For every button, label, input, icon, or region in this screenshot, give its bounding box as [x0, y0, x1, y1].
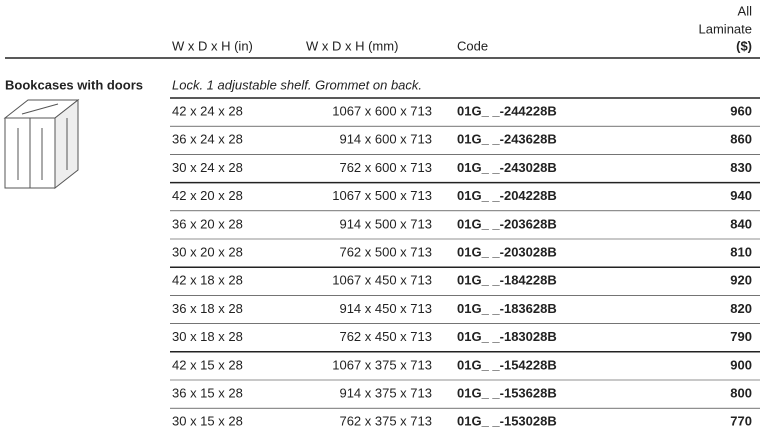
- code: 01G_ _-184228B: [457, 273, 557, 288]
- size-mm: 762 x 500 x 713: [339, 245, 432, 260]
- price-header: All: [738, 3, 753, 18]
- price-header: Laminate: [699, 21, 752, 36]
- size-in: 36 x 24 x 28: [172, 132, 243, 147]
- size-mm: 1067 x 600 x 713: [332, 104, 432, 119]
- section-title: Bookcases with doors: [5, 77, 143, 92]
- code: 01G_ _-153028B: [457, 414, 557, 429]
- size-mm: 914 x 375 x 713: [339, 386, 432, 401]
- size-in: 36 x 20 x 28: [172, 216, 243, 231]
- size-in: 42 x 20 x 28: [172, 188, 243, 203]
- size-in: 36 x 18 x 28: [172, 301, 243, 316]
- price: 830: [730, 160, 752, 175]
- size-in: 30 x 18 x 28: [172, 329, 243, 344]
- size-mm: 914 x 450 x 713: [339, 301, 432, 316]
- size-mm: 1067 x 450 x 713: [332, 273, 432, 288]
- size-in: 30 x 20 x 28: [172, 245, 243, 260]
- price: 860: [730, 132, 752, 147]
- size-in: 42 x 18 x 28: [172, 273, 243, 288]
- code: 01G_ _-204228B: [457, 188, 557, 203]
- code: 01G_ _-183028B: [457, 329, 557, 344]
- size-mm: 762 x 450 x 713: [339, 329, 432, 344]
- code: 01G_ _-243028B: [457, 160, 557, 175]
- code: 01G_ _-244228B: [457, 104, 557, 119]
- price-header: ($): [736, 38, 752, 53]
- code: 01G_ _-153628B: [457, 386, 557, 401]
- column-header: Code: [457, 38, 488, 53]
- price: 810: [730, 245, 752, 260]
- size-mm: 1067 x 500 x 713: [332, 188, 432, 203]
- price: 900: [730, 357, 752, 372]
- size-in: 30 x 15 x 28: [172, 414, 243, 429]
- column-header: W x D x H (mm): [306, 38, 398, 53]
- price: 800: [730, 386, 752, 401]
- price: 920: [730, 273, 752, 288]
- size-mm: 762 x 375 x 713: [339, 414, 432, 429]
- code: 01G_ _-154228B: [457, 357, 557, 372]
- price: 820: [730, 301, 752, 316]
- price: 770: [730, 414, 752, 429]
- price: 840: [730, 216, 752, 231]
- size-mm: 762 x 600 x 713: [339, 160, 432, 175]
- size-mm: 914 x 500 x 713: [339, 216, 432, 231]
- price: 940: [730, 188, 752, 203]
- column-header: W x D x H (in): [172, 38, 253, 53]
- section-note: Lock. 1 adjustable shelf. Grommet on bac…: [172, 77, 422, 92]
- size-mm: 1067 x 375 x 713: [332, 357, 432, 372]
- code: 01G_ _-203628B: [457, 216, 557, 231]
- size-in: 36 x 15 x 28: [172, 386, 243, 401]
- code: 01G_ _-183628B: [457, 301, 557, 316]
- size-mm: 914 x 600 x 713: [339, 132, 432, 147]
- size-in: 42 x 15 x 28: [172, 357, 243, 372]
- size-in: 42 x 24 x 28: [172, 104, 243, 119]
- code: 01G_ _-243628B: [457, 132, 557, 147]
- price: 960: [730, 104, 752, 119]
- code: 01G_ _-203028B: [457, 245, 557, 260]
- size-in: 30 x 24 x 28: [172, 160, 243, 175]
- price: 790: [730, 329, 752, 344]
- product-icon: [3, 98, 80, 190]
